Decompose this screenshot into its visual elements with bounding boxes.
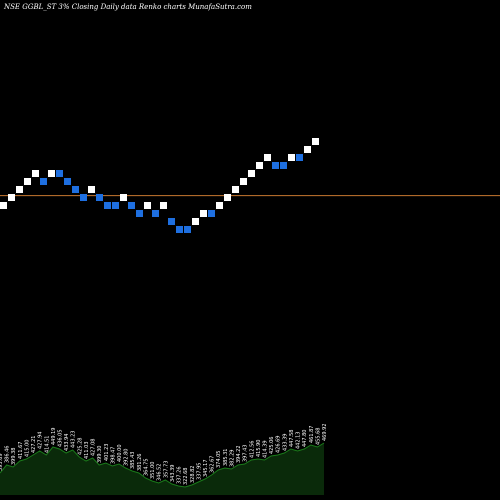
renko-brick (256, 162, 263, 169)
volume-label: 469.92 (322, 424, 328, 442)
renko-brick (208, 210, 215, 217)
volume-label: 399.38 (11, 448, 17, 466)
volume-label: 425.28 (77, 438, 83, 456)
volume-label: 399.30 (97, 446, 103, 464)
volume-label: 345.17 (203, 460, 209, 478)
volume-label: 427.21 (31, 436, 37, 454)
renko-brick (112, 202, 119, 209)
volume-label: 394.22 (236, 446, 242, 464)
renko-brick (88, 186, 95, 193)
volume-label: 346.52 (157, 464, 163, 482)
volume-label: 411.03 (84, 442, 90, 460)
volume-label: 401.23 (104, 444, 110, 462)
volume-label: 400.00 (117, 445, 123, 463)
renko-brick (64, 178, 71, 185)
renko-brick (104, 202, 111, 209)
volume-label: 382.29 (229, 450, 235, 468)
volume-label: 411.67 (18, 442, 24, 460)
renko-brick (200, 210, 207, 217)
volume-label: 351.00 (150, 462, 156, 480)
volume-label: 433.94 (64, 434, 70, 452)
renko-brick (0, 202, 7, 209)
renko-brick (304, 146, 311, 153)
renko-brick (288, 154, 295, 161)
renko-brick (192, 218, 199, 225)
renko-brick (224, 194, 231, 201)
renko-brick (280, 162, 287, 169)
renko-brick (312, 138, 319, 145)
volume-label: 343.39 (170, 465, 176, 483)
volume-label: 364.75 (144, 459, 150, 477)
volume-label: 415.00 (24, 440, 30, 458)
renko-brick (80, 194, 87, 201)
renko-brick (24, 178, 31, 185)
volume-label: 397.43 (243, 445, 249, 463)
volume-label: 414.51 (44, 436, 50, 454)
volume-label: 385.43 (130, 452, 136, 470)
volume-label: 443.23 (71, 431, 77, 449)
renko-brick (160, 202, 167, 209)
renko-brick (96, 194, 103, 201)
volume-label: 337.95 (196, 463, 202, 481)
volume-label: 427.94 (38, 432, 44, 450)
renko-brick (264, 154, 271, 161)
volume-label: 337.26 (177, 467, 183, 485)
chart-title: NSE GGBL_ST 3% Closing Daily data Renko … (3, 3, 252, 11)
renko-brick (32, 170, 39, 177)
renko-brick (168, 218, 175, 225)
volume-label: 461.87 (309, 426, 315, 444)
renko-brick (16, 186, 23, 193)
volume-label: 357.73 (163, 461, 169, 479)
renko-brick (216, 202, 223, 209)
volume-panel: 395.69 386.46 399.38 411.67 415.00 427.21 427.… (0, 424, 328, 495)
volume-label: 433.39 (282, 434, 288, 452)
renko-brick (240, 178, 247, 185)
renko-brick (40, 178, 47, 185)
renko-brick (72, 186, 79, 193)
volume-line (0, 442, 325, 488)
volume-label: 385.31 (223, 449, 229, 467)
volume-label: 442.13 (296, 432, 302, 450)
renko-brick (232, 186, 239, 193)
volume-label: 381.26 (137, 454, 143, 472)
renko-brick (136, 210, 143, 217)
renko-brick (184, 226, 191, 233)
volume-label: 455.68 (315, 428, 321, 446)
volume-label: 392.80 (124, 449, 130, 467)
volume-label: 414.39 (263, 441, 269, 459)
renko-brick (128, 202, 135, 209)
renko-brick (8, 194, 15, 201)
volume-label: 436.05 (58, 430, 64, 448)
volume-label: 449.19 (51, 428, 57, 446)
volume-label: 374.05 (216, 451, 222, 469)
renko-bricks (0, 138, 319, 233)
renko-brick (56, 170, 63, 177)
renko-brick (120, 194, 127, 201)
renko-brick (248, 170, 255, 177)
volume-label: 362.67 (210, 456, 216, 474)
volume-label: 426.69 (276, 436, 282, 454)
volume-label: 322.68 (183, 468, 189, 486)
renko-brick (176, 226, 183, 233)
volume-label: 427.08 (91, 439, 97, 457)
volume-label: 395.69 (0, 454, 4, 472)
volume-label: 412.56 (249, 441, 255, 459)
volume-label: 415.90 (256, 440, 262, 458)
volume-label: 447.58 (289, 430, 295, 448)
volume-label: 328.82 (190, 466, 196, 484)
volume-label: 398.47 (110, 447, 116, 465)
volume-label: 447.80 (302, 430, 308, 448)
renko-brick (152, 210, 159, 217)
volume-label: 425.06 (269, 437, 275, 455)
renko-brick (48, 170, 55, 177)
renko-brick (272, 162, 279, 169)
renko-brick (144, 202, 151, 209)
volume-label: 386.46 (5, 446, 11, 464)
volume-area (0, 443, 324, 495)
renko-brick (296, 154, 303, 161)
